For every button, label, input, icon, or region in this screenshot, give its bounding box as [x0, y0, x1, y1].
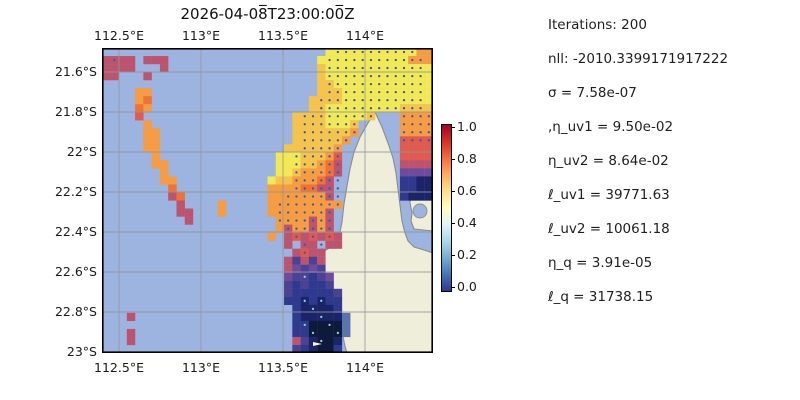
x-tick-top: 113°E — [181, 28, 220, 43]
y-tick-label: 22°S — [66, 144, 97, 159]
x-tick-bottom: 114°E — [345, 360, 384, 375]
y-tick-label: 23°S — [66, 344, 97, 359]
x-tick-top: 112.5°E — [94, 28, 144, 43]
stat-line: ,η_uv1 = 9.50e-02 — [548, 119, 674, 135]
stat-line: ℓ_uv2 = 10061.18 — [548, 221, 670, 237]
colorbar-tick-label: 0.2 — [457, 247, 477, 262]
x-tick-top: 113.5°E — [258, 28, 308, 43]
map-svg — [102, 48, 434, 354]
stat-line: η_q = 3.91e-05 — [548, 255, 653, 271]
colorbar-tick-label: 0.0 — [457, 279, 477, 294]
observation-dots — [113, 50, 431, 343]
stat-line: η_uv2 = 8.64e-02 — [548, 153, 669, 169]
colorbar-tick-label: 0.6 — [457, 183, 477, 198]
x-tick-top: 114°E — [345, 28, 384, 43]
y-tick-label: 22.4°S — [54, 224, 97, 239]
x-tick-bottom: 113.5°E — [258, 360, 308, 375]
x-tick-bottom: 112.5°E — [94, 360, 144, 375]
stat-line: σ = 7.58e-07 — [548, 85, 637, 101]
colorbar-tick-label: 0.4 — [457, 215, 477, 230]
colorbar-tick — [451, 159, 455, 161]
stat-line: ℓ_uv1 = 39771.63 — [548, 187, 670, 203]
arrow-marker — [313, 342, 322, 346]
y-tick-label: 21.8°S — [54, 104, 97, 119]
bay-inlet — [412, 203, 428, 219]
colorbar-tick — [451, 287, 455, 289]
colorbar-tick — [451, 223, 455, 225]
stat-line: ℓ_q = 31738.15 — [548, 289, 654, 305]
y-tick-label: 22.6°S — [54, 264, 97, 279]
colorbar-tick-label: 1.0 — [457, 119, 477, 134]
x-tick-bottom: 113°E — [181, 360, 220, 375]
y-tick-label: 22.2°S — [54, 184, 97, 199]
stat-line: nll: -2010.3399171917222 — [548, 51, 729, 67]
stat-line: Iterations: 200 — [548, 17, 647, 33]
colorbar — [441, 124, 452, 292]
y-tick-label: 21.6°S — [54, 64, 97, 79]
colorbar-tick — [451, 191, 455, 193]
graticule-gridlines — [102, 48, 433, 353]
colorbar-tick — [451, 255, 455, 257]
plot-title: 2026-04-08̅T23:00:00̅Z — [180, 5, 355, 23]
y-tick-label: 22.8°S — [54, 304, 97, 319]
map-border — [102, 48, 433, 353]
colorbar-tick — [451, 127, 455, 129]
colorbar-tick-label: 0.8 — [457, 151, 477, 166]
map-panel — [102, 48, 434, 354]
